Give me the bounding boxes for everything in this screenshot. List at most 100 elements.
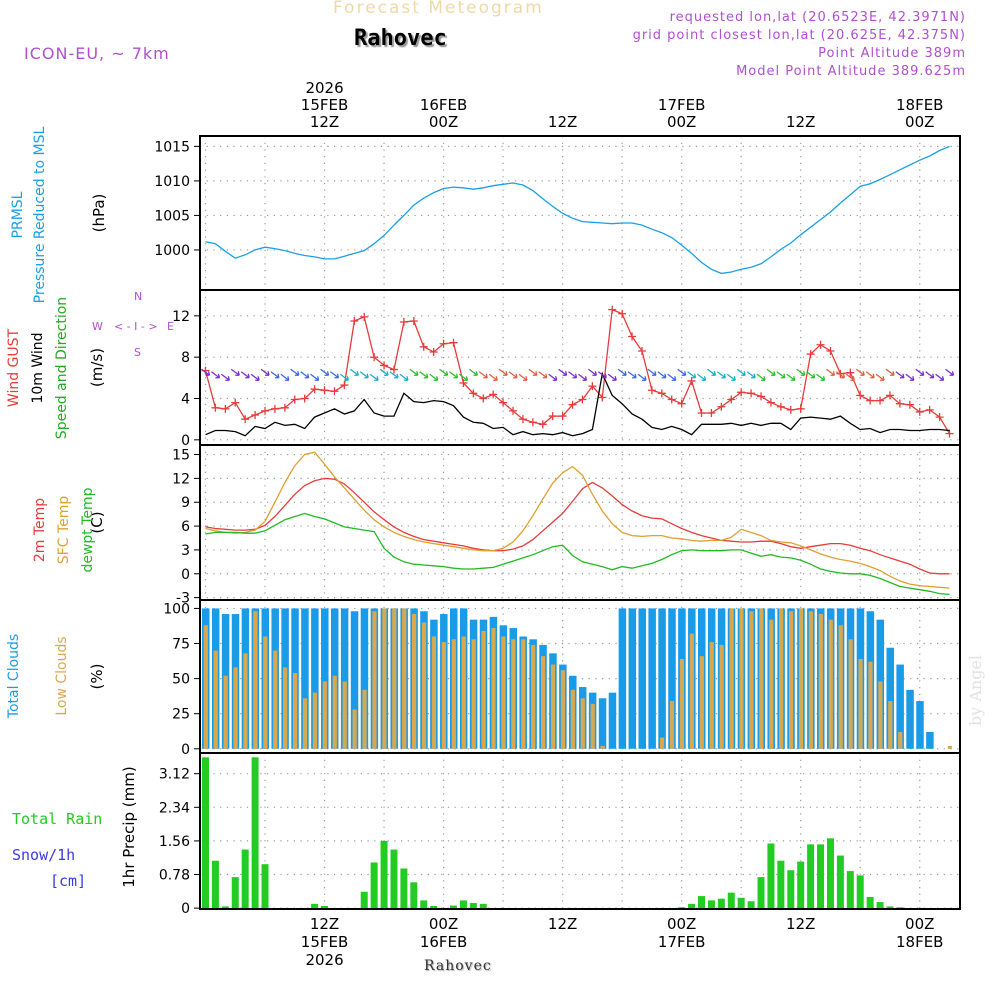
- wind-direction-arrow: [796, 368, 806, 376]
- low-cloud-bar: [302, 698, 308, 749]
- total-cloud-bar: [598, 698, 607, 749]
- low-cloud-bar: [283, 667, 288, 749]
- low-cloud-bar: [223, 675, 228, 749]
- gust-marker: [558, 412, 567, 421]
- low-cloud-bar: [372, 611, 377, 749]
- wind-direction-arrow: [498, 368, 508, 376]
- low-cloud-bar: [451, 639, 456, 749]
- time-label-bottom: 00Z: [667, 915, 696, 933]
- gust-marker: [876, 396, 885, 405]
- y-tick-label: 0: [181, 901, 190, 917]
- rain-bar: [459, 900, 467, 909]
- low-cloud-bar: [818, 614, 823, 749]
- wind-direction-arrow: [865, 371, 875, 379]
- gust-marker: [389, 365, 398, 374]
- low-cloud-bar: [759, 608, 764, 749]
- wind-direction-arrow: [617, 368, 627, 376]
- wind-direction-arrow: [875, 373, 885, 381]
- rain-bar: [787, 870, 795, 909]
- series-line-2m-temp: [205, 477, 950, 575]
- low-cloud-bar: [402, 608, 407, 749]
- gust-marker: [409, 317, 418, 325]
- footer-location: Rahovec: [424, 958, 492, 974]
- rain-bar: [757, 877, 765, 909]
- gust-marker: [647, 386, 656, 395]
- low-cloud-bar: [531, 644, 536, 749]
- time-label-top: 15FEB: [301, 96, 348, 114]
- side-label-prmsl: PRMSL: [10, 191, 26, 238]
- low-cloud-bar: [203, 625, 208, 749]
- gust-marker: [399, 318, 408, 327]
- y-tick-label: 3.12: [159, 767, 190, 783]
- side-label-pressure: Pressure Reduced to MSL: [32, 126, 48, 303]
- panel-frame: [199, 752, 961, 910]
- y-axis-title: (hPa): [90, 194, 108, 233]
- low-cloud-bar: [540, 656, 546, 749]
- wind-direction-arrow: [697, 373, 707, 381]
- y-tick-label: 4: [181, 392, 190, 408]
- rain-bar: [876, 902, 884, 909]
- gust-marker: [330, 387, 339, 396]
- rain-bar: [380, 840, 388, 909]
- low-cloud-bar: [273, 650, 278, 749]
- low-cloud-bar: [898, 731, 903, 749]
- y-tick-label: 1.56: [159, 834, 190, 850]
- gust-marker: [786, 405, 795, 414]
- wind-direction-arrow: [508, 371, 518, 379]
- low-cloud-bar: [779, 608, 784, 749]
- compass-east: E: [167, 320, 174, 333]
- wind-direction-arrow: [488, 373, 498, 381]
- gust-marker: [489, 390, 498, 399]
- low-cloud-bar: [848, 639, 853, 749]
- wind-direction-arrow: [459, 373, 469, 381]
- gust-marker: [280, 403, 289, 412]
- rain-bar: [707, 900, 715, 909]
- time-label-bottom: 00Z: [905, 915, 934, 933]
- wind-direction-arrow: [905, 373, 915, 381]
- wind-direction-arrow: [250, 373, 260, 381]
- wind-direction-arrow: [885, 368, 895, 376]
- time-label-bottom: 17FEB: [658, 933, 705, 951]
- rain-bar: [370, 862, 378, 909]
- low-cloud-bar: [550, 664, 556, 749]
- gust-marker: [499, 398, 508, 407]
- compass-arrow: < - I - >: [114, 320, 158, 333]
- low-cloud-bar: [858, 658, 863, 749]
- rain-bar: [261, 864, 269, 909]
- watermark: by Angel: [966, 654, 985, 726]
- wind-direction-arrow: [578, 373, 588, 381]
- gust-marker: [727, 395, 736, 404]
- wind-direction-arrow: [816, 373, 826, 381]
- gust-marker: [826, 346, 835, 355]
- rain-bar: [221, 906, 229, 909]
- wind-direction-arrow: [935, 373, 945, 381]
- gust-marker: [479, 394, 488, 403]
- low-cloud-bar: [253, 611, 258, 749]
- low-cloud-bar: [481, 630, 486, 749]
- total-cloud-bar: [628, 608, 637, 749]
- gust-marker: [816, 340, 825, 349]
- y-tick-label: 0: [181, 567, 190, 583]
- total-cloud-bar: [340, 608, 349, 749]
- low-cloud-bar: [600, 745, 605, 749]
- gust-marker: [766, 398, 775, 407]
- rain-bar: [826, 838, 834, 909]
- wind-direction-arrow: [756, 373, 766, 381]
- wind-direction-arrow: [429, 373, 439, 381]
- series-line-wind-gust: [204, 308, 951, 434]
- gust-marker: [697, 408, 706, 417]
- wind-direction-arrow: [369, 373, 379, 381]
- low-cloud-bar: [292, 672, 298, 749]
- rain-bar: [430, 905, 438, 909]
- series-line-prmsl: [205, 145, 950, 275]
- gust-marker: [231, 398, 240, 407]
- side-label-speed-direction: Speed and Direction: [54, 297, 70, 439]
- rain-bar: [321, 905, 329, 909]
- total-cloud-bar: [648, 608, 656, 749]
- y-tick-label: 1000: [154, 243, 190, 259]
- rain-bar: [747, 901, 755, 909]
- low-cloud-bar: [263, 636, 268, 749]
- panel-frame: [199, 135, 961, 291]
- side-label-total-clouds: Total Clouds: [6, 634, 22, 719]
- time-label-top: 2026: [305, 79, 343, 97]
